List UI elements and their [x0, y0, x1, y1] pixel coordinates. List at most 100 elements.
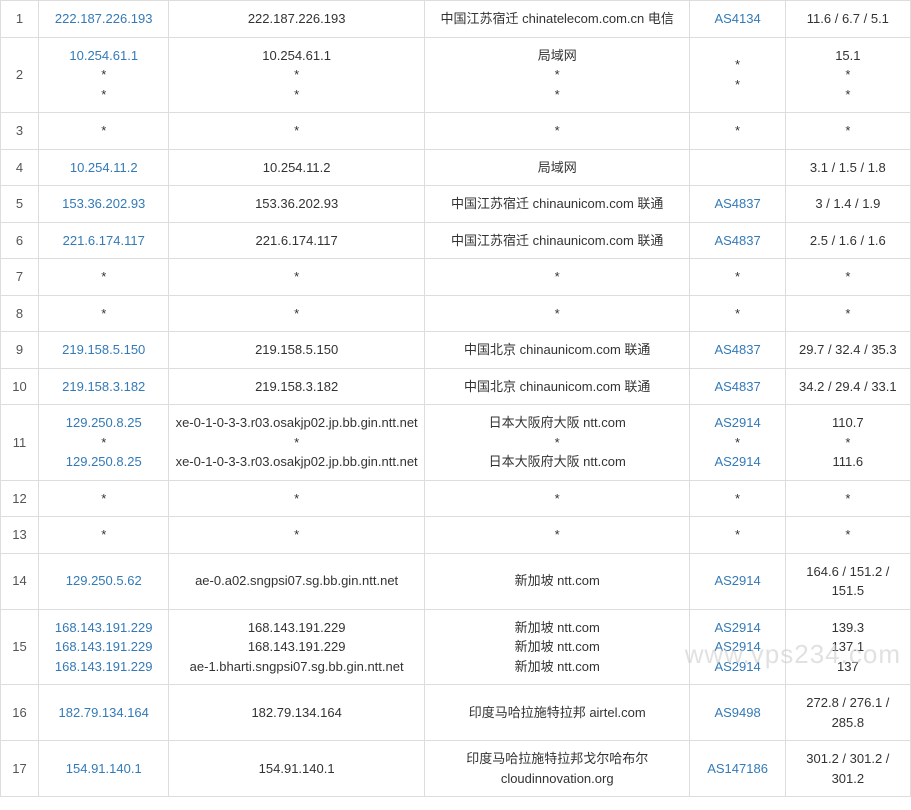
latency-cell: 11.6 / 6.7 / 5.1	[785, 1, 910, 38]
asn-link[interactable]: AS2914	[696, 413, 778, 433]
cell-text: *	[792, 304, 904, 324]
hostname-cell: *	[169, 259, 425, 296]
asn-link[interactable]: AS4134	[696, 9, 778, 29]
asn-cell: AS2914*AS2914	[690, 405, 785, 481]
latency-cell: 110.7*111.6	[785, 405, 910, 481]
cell-text: *	[45, 304, 162, 324]
asn-cell	[690, 149, 785, 186]
ip-link[interactable]: 168.143.191.229	[45, 657, 162, 677]
cell-text: 中国江苏宿迁 chinaunicom.com 联通	[431, 231, 684, 251]
ip-link[interactable]: 221.6.174.117	[45, 231, 162, 251]
cell-text: xe-0-1-0-3-3.r03.osakjp02.jp.bb.gin.ntt.…	[175, 452, 418, 472]
cell-text: 日本大阪府大阪 ntt.com	[431, 452, 684, 472]
asn-link[interactable]: AS2914	[696, 618, 778, 638]
asn-link[interactable]: AS147186	[696, 759, 778, 779]
cell-text: *	[45, 121, 162, 141]
ip-link[interactable]: 129.250.8.25	[45, 452, 162, 472]
asn-link[interactable]: AS4837	[696, 377, 778, 397]
hostname-cell: *	[169, 517, 425, 554]
cell-text: 139.3	[792, 618, 904, 638]
ip-cell: *	[39, 480, 169, 517]
table-row: 5153.36.202.93153.36.202.93中国江苏宿迁 chinau…	[1, 186, 911, 223]
cell-text: *	[696, 267, 778, 287]
location-cell: *	[424, 480, 690, 517]
table-row: 17154.91.140.1154.91.140.1印度马哈拉施特拉邦戈尔哈布尔…	[1, 741, 911, 797]
hostname-cell: *	[169, 480, 425, 517]
cell-text: *	[175, 525, 418, 545]
asn-link[interactable]: AS9498	[696, 703, 778, 723]
cell-text: ae-0.a02.sngpsi07.sg.bb.gin.ntt.net	[175, 571, 418, 591]
cell-text: *	[45, 267, 162, 287]
ip-link[interactable]: 129.250.5.62	[45, 571, 162, 591]
cell-text: 中国江苏宿迁 chinatelecom.com.cn 电信	[431, 9, 684, 29]
cell-text: 164.6 / 151.2 / 151.5	[792, 562, 904, 601]
cell-text: 中国北京 chinaunicom.com 联通	[431, 377, 684, 397]
hop-number-cell: 6	[1, 222, 39, 259]
cell-text: 111.6	[792, 452, 904, 472]
hop-number-cell: 14	[1, 553, 39, 609]
ip-link[interactable]: 168.143.191.229	[45, 637, 162, 657]
cell-text: 新加坡 ntt.com	[431, 637, 684, 657]
latency-cell: 164.6 / 151.2 / 151.5	[785, 553, 910, 609]
table-row: 3*****	[1, 113, 911, 150]
traceroute-tbody: 1 222.187.226.193 222.187.226.193 中国江苏宿迁 ch…	[1, 1, 911, 797]
cell-text: 29.7 / 32.4 / 35.3	[792, 340, 904, 360]
cell-text: *	[792, 267, 904, 287]
table-row: 8*****	[1, 295, 911, 332]
cell-text: xe-0-1-0-3-3.r03.osakjp02.jp.bb.gin.ntt.…	[175, 413, 418, 433]
cell-text: 印度马哈拉施特拉邦戈尔哈布尔 cloudinnovation.org	[431, 749, 684, 788]
location-cell: 局域网	[424, 149, 690, 186]
cell-text: *	[175, 121, 418, 141]
hostname-cell: ae-0.a02.sngpsi07.sg.bb.gin.ntt.net	[169, 553, 425, 609]
cell-text: 3 / 1.4 / 1.9	[792, 194, 904, 214]
ip-link[interactable]: 129.250.8.25	[45, 413, 162, 433]
asn-cell: AS9498	[690, 685, 785, 741]
asn-link[interactable]: AS2914	[696, 571, 778, 591]
cell-text: 222.187.226.193	[175, 9, 418, 29]
table-row: 13*****	[1, 517, 911, 554]
ip-link[interactable]: 10.254.61.1	[45, 46, 162, 66]
location-cell: 印度马哈拉施特拉邦戈尔哈布尔 cloudinnovation.org	[424, 741, 690, 797]
cell-text: *	[431, 121, 684, 141]
ip-cell: 10.254.11.2	[39, 149, 169, 186]
table-row: 210.254.61.1**10.254.61.1**局域网****15.1**	[1, 37, 911, 113]
asn-cell: AS4837	[690, 186, 785, 223]
ip-link[interactable]: 153.36.202.93	[45, 194, 162, 214]
location-cell: 日本大阪府大阪 ntt.com*日本大阪府大阪 ntt.com	[424, 405, 690, 481]
ip-link[interactable]: 219.158.3.182	[45, 377, 162, 397]
ip-link[interactable]: 182.79.134.164	[45, 703, 162, 723]
cell-text: 137.1	[792, 637, 904, 657]
asn-link[interactable]: AS2914	[696, 637, 778, 657]
cell-text: *	[175, 267, 418, 287]
location-cell: 中国北京 chinaunicom.com 联通	[424, 368, 690, 405]
cell-text: 新加坡 ntt.com	[431, 571, 684, 591]
hop-number-cell: 1	[1, 1, 39, 38]
cell-text: *	[431, 85, 684, 105]
ip-link[interactable]: 219.158.5.150	[45, 340, 162, 360]
asn-link[interactable]: AS4837	[696, 340, 778, 360]
cell-text: 新加坡 ntt.com	[431, 618, 684, 638]
location-cell: 局域网**	[424, 37, 690, 113]
hostname-cell: 219.158.3.182	[169, 368, 425, 405]
ip-link[interactable]: 222.187.226.193	[45, 9, 162, 29]
cell-text: *	[45, 525, 162, 545]
ip-cell: 168.143.191.229168.143.191.229168.143.19…	[39, 609, 169, 685]
cell-text: 272.8 / 276.1 / 285.8	[792, 693, 904, 732]
asn-link[interactable]: AS2914	[696, 657, 778, 677]
ip-cell: 10.254.61.1**	[39, 37, 169, 113]
ip-cell: *	[39, 259, 169, 296]
cell-text: *	[696, 433, 778, 453]
cell-text: 182.79.134.164	[175, 703, 418, 723]
hostname-cell: 154.91.140.1	[169, 741, 425, 797]
asn-link[interactable]: AS2914	[696, 452, 778, 472]
location-cell: *	[424, 295, 690, 332]
ip-link[interactable]: 168.143.191.229	[45, 618, 162, 638]
location-cell: 中国江苏宿迁 chinaunicom.com 联通	[424, 186, 690, 223]
hostname-cell: 219.158.5.150	[169, 332, 425, 369]
cell-text: 11.6 / 6.7 / 5.1	[792, 9, 904, 29]
asn-link[interactable]: AS4837	[696, 231, 778, 251]
ip-link[interactable]: 10.254.11.2	[45, 158, 162, 178]
ip-cell: *	[39, 295, 169, 332]
asn-link[interactable]: AS4837	[696, 194, 778, 214]
ip-link[interactable]: 154.91.140.1	[45, 759, 162, 779]
